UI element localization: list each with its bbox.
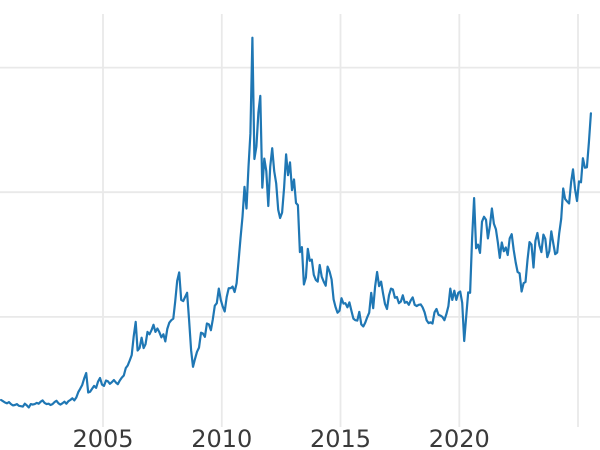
x-tick-label: 2005 <box>72 425 133 450</box>
series-group <box>0 36 593 409</box>
gridlines-group <box>0 14 600 427</box>
price-line <box>0 36 593 409</box>
x-tick-label: 2010 <box>191 425 252 450</box>
x-tick-label: 2020 <box>429 425 490 450</box>
x-tick-labels-group: 2005 2010 2015 2020 <box>72 425 489 450</box>
x-tick-label: 2015 <box>310 425 371 450</box>
